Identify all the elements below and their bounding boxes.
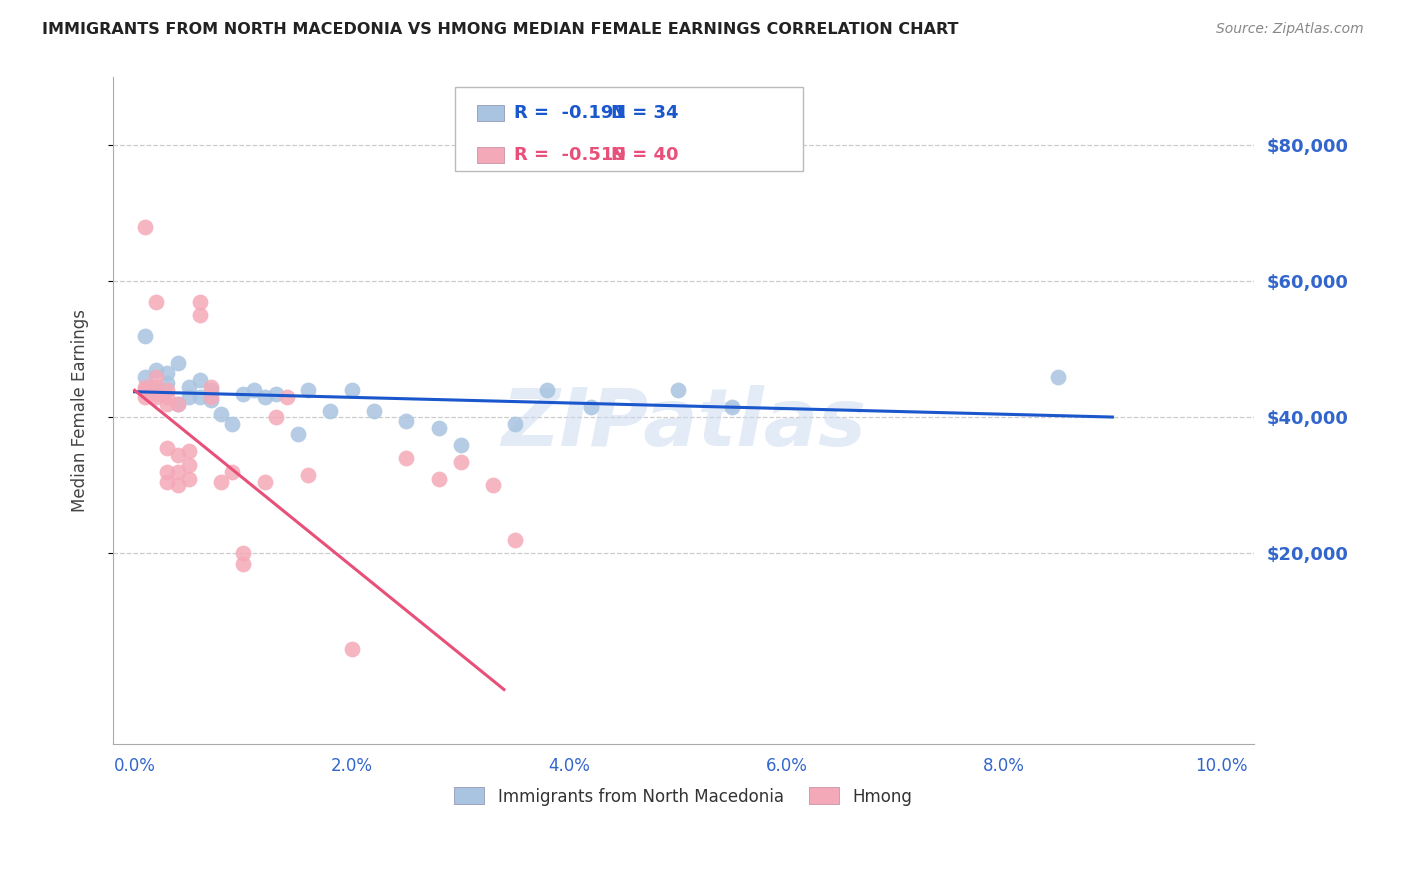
- Text: N = 40: N = 40: [612, 146, 679, 164]
- Point: [253, 475, 276, 489]
- Point: [145, 390, 167, 404]
- Point: [297, 384, 319, 398]
- Point: [666, 384, 689, 398]
- Point: [188, 294, 211, 309]
- Text: IMMIGRANTS FROM NORTH MACEDONIA VS HMONG MEDIAN FEMALE EARNINGS CORRELATION CHAR: IMMIGRANTS FROM NORTH MACEDONIA VS HMONG…: [42, 22, 959, 37]
- Point: [177, 380, 200, 394]
- Point: [482, 478, 505, 492]
- Point: [232, 547, 254, 561]
- Point: [253, 390, 276, 404]
- Point: [167, 397, 190, 411]
- Point: [200, 384, 222, 398]
- Legend: Immigrants from North Macedonia, Hmong: Immigrants from North Macedonia, Hmong: [447, 780, 918, 813]
- Point: [156, 384, 179, 398]
- Point: [188, 390, 211, 404]
- Point: [145, 386, 167, 401]
- Point: [579, 401, 602, 415]
- Point: [167, 397, 190, 411]
- Point: [503, 533, 526, 547]
- Point: [503, 417, 526, 432]
- Point: [1047, 369, 1070, 384]
- Point: [427, 420, 450, 434]
- Point: [145, 380, 167, 394]
- Point: [450, 438, 472, 452]
- Point: [264, 386, 287, 401]
- Text: N = 34: N = 34: [612, 103, 679, 122]
- Point: [536, 384, 558, 398]
- Point: [200, 393, 222, 408]
- Point: [287, 427, 309, 442]
- Point: [134, 384, 156, 398]
- Point: [145, 369, 167, 384]
- FancyBboxPatch shape: [456, 87, 803, 170]
- Point: [340, 384, 363, 398]
- Point: [177, 472, 200, 486]
- Point: [145, 294, 167, 309]
- Point: [395, 451, 418, 466]
- Point: [177, 458, 200, 472]
- Point: [134, 390, 156, 404]
- Point: [264, 410, 287, 425]
- Point: [188, 373, 211, 387]
- Point: [134, 329, 156, 343]
- Point: [232, 557, 254, 571]
- Point: [200, 380, 222, 394]
- Point: [167, 478, 190, 492]
- Point: [340, 641, 363, 656]
- Point: [156, 475, 179, 489]
- Point: [156, 397, 179, 411]
- Point: [721, 401, 744, 415]
- Point: [134, 380, 156, 394]
- Point: [450, 455, 472, 469]
- Point: [297, 468, 319, 483]
- Point: [221, 417, 243, 432]
- Point: [200, 390, 222, 404]
- FancyBboxPatch shape: [477, 147, 505, 163]
- Point: [145, 384, 167, 398]
- Text: R =  -0.519: R = -0.519: [515, 146, 626, 164]
- Point: [167, 448, 190, 462]
- Point: [232, 386, 254, 401]
- Point: [243, 384, 266, 398]
- Point: [156, 366, 179, 380]
- Point: [156, 441, 179, 455]
- Point: [276, 390, 298, 404]
- Text: ZIPatlas: ZIPatlas: [501, 385, 866, 463]
- Point: [167, 356, 190, 370]
- Point: [156, 376, 179, 391]
- Point: [319, 403, 342, 417]
- Point: [427, 472, 450, 486]
- Point: [167, 465, 190, 479]
- Point: [211, 475, 233, 489]
- Point: [221, 465, 243, 479]
- Point: [395, 414, 418, 428]
- Point: [363, 403, 385, 417]
- Point: [211, 407, 233, 421]
- Point: [156, 465, 179, 479]
- Text: Source: ZipAtlas.com: Source: ZipAtlas.com: [1216, 22, 1364, 37]
- Point: [145, 363, 167, 377]
- Point: [134, 369, 156, 384]
- Y-axis label: Median Female Earnings: Median Female Earnings: [72, 310, 89, 512]
- Point: [156, 390, 179, 404]
- Point: [134, 220, 156, 235]
- FancyBboxPatch shape: [477, 104, 505, 120]
- Point: [188, 309, 211, 323]
- Text: R =  -0.191: R = -0.191: [515, 103, 626, 122]
- Point: [177, 444, 200, 458]
- Point: [177, 390, 200, 404]
